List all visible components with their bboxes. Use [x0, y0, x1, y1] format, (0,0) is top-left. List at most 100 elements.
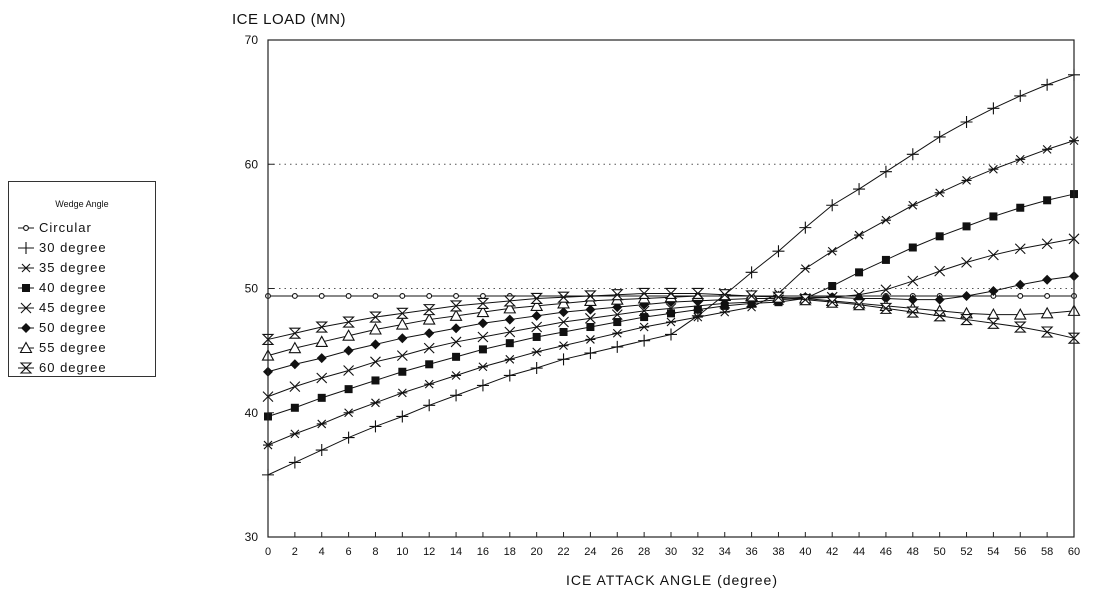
- data-point-60-degree: [557, 291, 570, 303]
- data-point-50-degree: [934, 294, 945, 305]
- data-point-circular: [426, 293, 433, 299]
- data-point-45-degree: [988, 249, 999, 261]
- data-point-35-degree: [639, 322, 650, 332]
- data-point-50-degree: [424, 328, 435, 339]
- data-point-55-degree: [1013, 307, 1027, 320]
- data-point-45-degree: [934, 265, 946, 277]
- x-tick-label: 14: [450, 546, 462, 558]
- data-point-35-degree: [477, 362, 488, 372]
- data-point-60-degree: [772, 291, 785, 303]
- data-point-60-degree: [503, 295, 517, 307]
- x-tick-label: 54: [987, 546, 999, 558]
- data-point-45-degree: [423, 342, 435, 354]
- x-tick-label: 30: [665, 546, 677, 558]
- data-point-30-degree: [450, 389, 463, 402]
- data-point-35-degree: [692, 312, 703, 322]
- x-tick-label: 22: [557, 546, 569, 558]
- data-point-35-degree: [880, 215, 891, 225]
- data-point-circular: [345, 293, 352, 299]
- x-tick-label: 58: [1041, 546, 1053, 558]
- data-point-30-degree: [530, 362, 543, 375]
- data-point-circular: [479, 293, 486, 299]
- series-30-degree: [262, 68, 1080, 481]
- data-point-30-degree: [638, 334, 651, 347]
- data-point-50-degree: [961, 290, 972, 301]
- data-point-30-degree: [584, 347, 597, 360]
- data-point-60-degree: [852, 299, 866, 311]
- data-point-35-degree: [316, 419, 327, 429]
- data-point-60-degree: [342, 316, 355, 328]
- data-point-50-degree: [477, 318, 488, 329]
- legend-swatch: [18, 362, 34, 374]
- data-point-60-degree: [745, 290, 758, 302]
- y-tick-label: 70: [245, 33, 259, 47]
- data-point-60-degree: [664, 287, 678, 300]
- data-point-circular: [453, 293, 460, 299]
- data-point-50-degree: [585, 304, 596, 315]
- data-point-45-degree: [289, 381, 301, 393]
- data-point-30-degree: [853, 183, 866, 196]
- x-tick-label: 60: [1068, 546, 1080, 558]
- x-tick-label: 6: [346, 546, 352, 558]
- data-point-50-degree: [316, 353, 327, 364]
- data-point-55-degree: [288, 341, 302, 354]
- data-point-40-degree: [532, 332, 541, 341]
- data-point-35-degree: [907, 200, 918, 210]
- legend-marker-55-degree: [19, 341, 33, 354]
- legend-item-50-degree: 50 degree: [17, 318, 155, 338]
- data-point-60-degree: [691, 287, 705, 300]
- data-point-35-degree: [558, 341, 569, 351]
- legend-marker-40-degree: [22, 284, 30, 292]
- data-point-40-degree: [425, 360, 434, 369]
- y-tick-labels: 30 40 50 60 70: [245, 33, 274, 544]
- x-tick-label: 46: [880, 546, 892, 558]
- legend-item-35-degree: 35 degree: [17, 258, 155, 278]
- data-point-30-degree: [745, 266, 758, 279]
- data-point-40-degree: [586, 323, 595, 332]
- data-point-35-degree: [666, 317, 676, 327]
- data-point-30-degree: [772, 245, 785, 258]
- legend-item-55-degree: 55 degree: [17, 338, 155, 358]
- x-tick-label: 16: [477, 546, 489, 558]
- data-point-50-degree: [504, 314, 515, 325]
- series-line-30-degree: [267, 74, 1075, 476]
- data-point-30-degree: [503, 369, 516, 382]
- data-point-50-degree: [1015, 279, 1026, 290]
- data-point-45-degree: [585, 312, 596, 324]
- data-point-60-degree: [315, 321, 329, 333]
- legend-swatch: [18, 341, 34, 354]
- data-point-50-degree: [289, 359, 300, 370]
- data-point-40-degree: [720, 301, 729, 310]
- data-point-35-degree: [1042, 144, 1053, 154]
- data-point-40-degree: [828, 282, 837, 291]
- data-point-45-degree: [343, 365, 354, 376]
- data-point-40-degree: [344, 385, 353, 394]
- data-point-circular: [1017, 293, 1024, 299]
- legend-marker-45-degree: [20, 302, 32, 314]
- data-point-40-degree: [613, 318, 622, 327]
- data-point-45-degree: [665, 302, 677, 314]
- data-point-60-degree: [1040, 326, 1054, 338]
- x-tick-label: 48: [907, 546, 919, 558]
- y-tick-label: 40: [245, 406, 259, 420]
- data-point-30-degree: [665, 328, 677, 341]
- data-point-55-degree: [503, 301, 517, 314]
- data-point-40-degree: [881, 255, 890, 264]
- x-tick-label: 56: [1014, 546, 1026, 558]
- data-point-60-degree: [584, 290, 597, 302]
- legend-marker-60-degree: [19, 362, 33, 374]
- data-point-55-degree: [530, 299, 544, 311]
- legend-label: 50 degree: [39, 320, 107, 335]
- data-point-50-degree: [907, 294, 918, 305]
- data-point-55-degree: [422, 312, 436, 325]
- data-point-30-degree: [879, 165, 892, 178]
- legend-marker-35-degree: [21, 263, 31, 273]
- data-point-35-degree: [988, 164, 999, 174]
- x-tick-label: 28: [638, 546, 650, 558]
- data-point-30-degree: [557, 353, 570, 366]
- data-point-60-degree: [825, 296, 839, 308]
- data-point-30-degree: [987, 102, 1000, 115]
- data-point-45-degree: [611, 309, 623, 320]
- data-point-35-degree: [451, 371, 462, 380]
